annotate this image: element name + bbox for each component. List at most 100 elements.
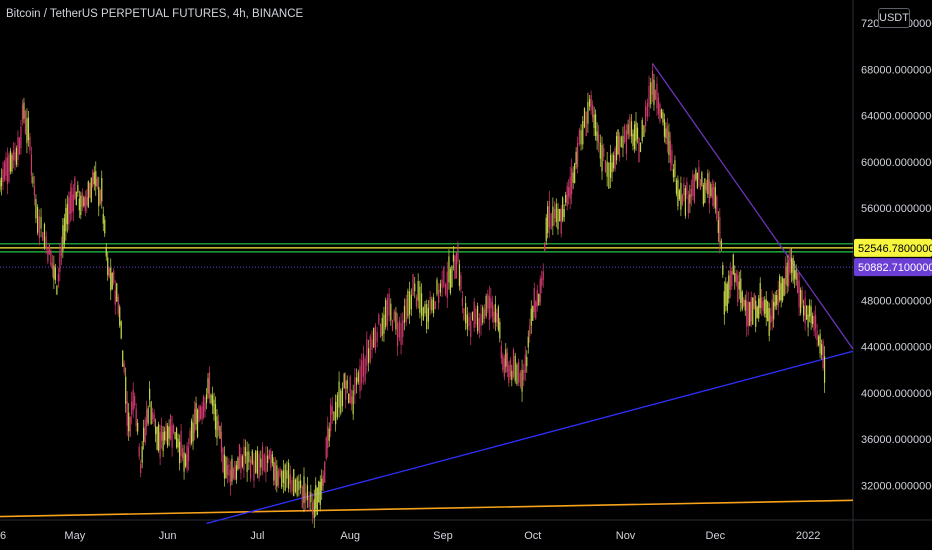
candle-body (441, 279, 443, 288)
candle-body (37, 207, 39, 233)
candle-body (654, 90, 657, 100)
candle-body (43, 224, 46, 249)
candle-body (63, 218, 65, 244)
candle-body (96, 178, 98, 188)
candle-body (119, 306, 121, 326)
candle-body (752, 297, 754, 325)
candle-body (822, 341, 824, 369)
candle-body (653, 79, 655, 105)
candle-body (514, 355, 516, 381)
currency-button[interactable]: USDT (878, 8, 910, 28)
time-tick-label: Oct (524, 530, 541, 542)
candle-body (373, 328, 375, 348)
candle-body (369, 336, 371, 362)
candle-body (728, 275, 730, 299)
candle-body (66, 203, 68, 225)
candle-body (563, 209, 565, 218)
candle-body (210, 394, 212, 404)
candle-body (455, 252, 458, 279)
candle-body (633, 124, 636, 150)
candle-body (341, 387, 344, 407)
candle-body (672, 169, 675, 178)
candle-body (271, 454, 273, 464)
candle-body (636, 127, 639, 139)
candle-body (177, 438, 179, 448)
candle-body (156, 426, 158, 450)
candle-body (216, 416, 218, 439)
candle-body (529, 326, 531, 336)
candle-body (98, 187, 100, 207)
candle-body (80, 195, 82, 216)
candle-body (277, 470, 279, 486)
candle-body (338, 381, 340, 408)
candle-body (175, 427, 178, 448)
candle-body (593, 114, 595, 128)
candle-body (542, 271, 544, 280)
candle-body (24, 111, 27, 134)
candle-body (557, 208, 559, 230)
candle-body (288, 462, 290, 489)
candle-body (502, 355, 504, 371)
candle-body (202, 396, 205, 418)
candle-body (681, 195, 683, 205)
candle-body (432, 297, 435, 314)
candle-body (701, 172, 703, 186)
candle-body (767, 301, 769, 322)
candle-body (164, 431, 166, 441)
candle-body (618, 135, 621, 158)
candle-body (201, 406, 203, 420)
candle-body (668, 131, 670, 156)
candle-body (244, 447, 247, 457)
candle-body (168, 426, 170, 439)
candle-body (422, 307, 424, 320)
candle-body (624, 125, 626, 143)
candle-body (330, 404, 332, 432)
candle-body (328, 428, 330, 441)
candle-body (539, 278, 541, 303)
candle-body (8, 154, 10, 182)
candle-body (773, 301, 775, 320)
candle-body (134, 396, 136, 406)
candle-body (819, 334, 821, 354)
candle-body (532, 305, 534, 321)
candle-body (186, 445, 188, 470)
price-axis[interactable]: 72000.0000000068000.0000000064000.000000… (861, 18, 932, 492)
candle-body (536, 290, 538, 307)
candle-body (120, 321, 122, 339)
candle-body (388, 293, 390, 316)
candle-body (303, 476, 305, 504)
candle-body (222, 448, 224, 472)
candle-body (669, 140, 672, 163)
candle-body (646, 103, 648, 117)
trendline-orange[interactable] (0, 499, 854, 518)
candle-body (293, 469, 295, 497)
candle-body (538, 293, 540, 306)
candle-body (253, 460, 255, 481)
candle-body (141, 446, 143, 463)
candle-body (412, 274, 414, 296)
candle-body (665, 128, 667, 138)
candle-body (89, 182, 91, 198)
time-axis[interactable]: 6 May Jun Jul Aug Sep Oct Nov Dec 2022 (0, 530, 820, 542)
candle-body (276, 465, 278, 487)
trendline-purple[interactable] (651, 63, 854, 350)
candle-body (725, 282, 727, 306)
candle-body (544, 242, 546, 251)
candle-body (84, 195, 86, 212)
candle-body (383, 314, 385, 334)
candle-body (261, 446, 264, 471)
candle-body (759, 283, 761, 309)
candle-body (499, 321, 501, 339)
candle-body (248, 451, 250, 463)
candle-body (20, 126, 22, 148)
candle-body (777, 288, 779, 307)
candle-body (208, 372, 211, 398)
candle-body (601, 144, 603, 172)
candle-body (29, 136, 31, 151)
candle-body (786, 262, 788, 287)
candle-body (131, 401, 133, 415)
candle-body (708, 180, 710, 204)
candle-body (255, 451, 257, 473)
